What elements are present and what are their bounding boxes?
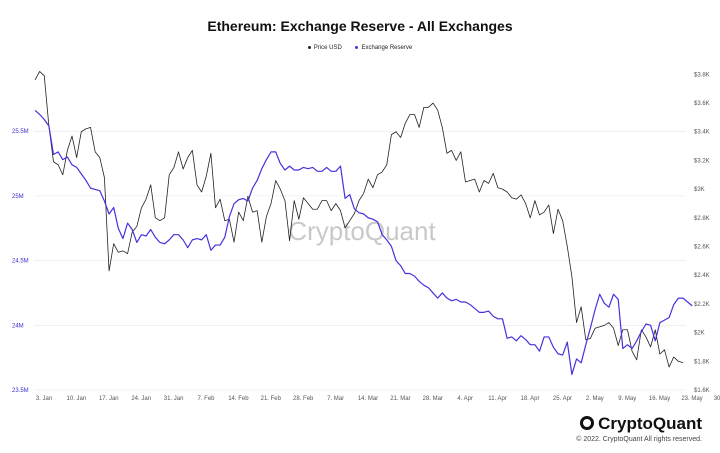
cryptoquant-logo-icon [580,416,595,430]
price-usd-line [34,71,684,368]
x-tick-label: 23. May [681,396,702,402]
x-tick-label: 11. Apr [488,396,507,402]
exchange-reserve-line [34,110,693,376]
right-tick-label: $3.4K [694,130,710,136]
right-tick-label: $3K [694,187,705,193]
x-tick-label: 30. May [714,396,720,402]
x-tick-label: 3. Jan [36,396,52,402]
right-tick-label: $3.6K [694,101,710,107]
right-tick-label: $2.6K [694,245,710,251]
x-tick-label: 24. Jan [131,396,151,402]
right-tick-label: $1.8K [694,359,710,365]
left-tick-label: 23.5M [12,388,29,394]
left-tick-label: 25M [12,194,24,200]
x-tick-label: 25. Apr [553,396,572,402]
right-tick-label: $2.4K [694,273,710,279]
right-axis: $1.6K $1.8K $2K $2.2K $2.4K $2.6K $2.8K $3K $3.2… [694,72,710,394]
brand-logo: CryptoQuant [580,414,702,434]
chart-title: Ethereum: Exchange Reserve - All Exchang… [207,18,513,34]
legend-item-reserve[interactable]: Exchange Reserve [355,45,412,51]
legend-label-reserve: Exchange Reserve [361,45,413,51]
brand-name: CryptoQuant [598,414,702,433]
legend-dot-reserve [355,45,359,49]
left-tick-label: 24M [12,323,24,329]
x-tick-label: 7. Feb [197,396,215,402]
x-tick-label: 31. Jan [164,396,184,402]
legend-item-price[interactable]: Price USD [307,45,342,51]
x-tick-label: 2. May [586,396,604,402]
x-tick-label: 9. May [618,396,636,402]
x-tick-label: 28. Feb [293,396,314,402]
right-tick-label: $2.2K [694,302,710,308]
x-tick-label: 18. Apr [520,396,539,402]
x-tick-label: 28. Mar [423,396,443,402]
copyright-text: © 2022. CryptoQuant All rights reserved. [576,436,702,443]
x-tick-label: 4. Apr [457,396,473,402]
legend-dot-price [307,45,311,49]
left-tick-label: 25.5M [12,129,29,135]
watermark: CryptoQuant [288,216,436,246]
right-tick-label: $2.8K [694,216,710,222]
x-tick-label: 21. Mar [390,396,410,402]
left-tick-label: 24.5M [12,259,29,265]
x-tick-label: 14. Mar [358,396,378,402]
x-tick-label: 10. Jan [67,396,87,402]
legend-label-price: Price USD [313,45,342,51]
right-tick-label: $2K [694,331,705,337]
right-tick-label: $1.6K [694,388,710,394]
x-tick-label: 14. Feb [228,396,249,402]
right-tick-label: $3.8K [694,72,710,78]
x-tick-label: 7. Mar [327,396,344,402]
x-tick-label: 16. May [649,396,670,402]
x-axis: 3. Jan 10. Jan 17. Jan 24. Jan 31. Jan 7. Feb… [36,396,720,402]
x-tick-label: 21. Feb [261,396,282,402]
chart-legend: Price USD Exchange Reserve [0,45,720,51]
x-tick-label: 17. Jan [99,396,119,402]
left-axis: 23.5M 24M 24.5M 25M 25.5M [12,129,29,394]
series-lines [34,71,693,376]
right-tick-label: $3.2K [694,158,710,164]
gridlines [34,130,686,391]
